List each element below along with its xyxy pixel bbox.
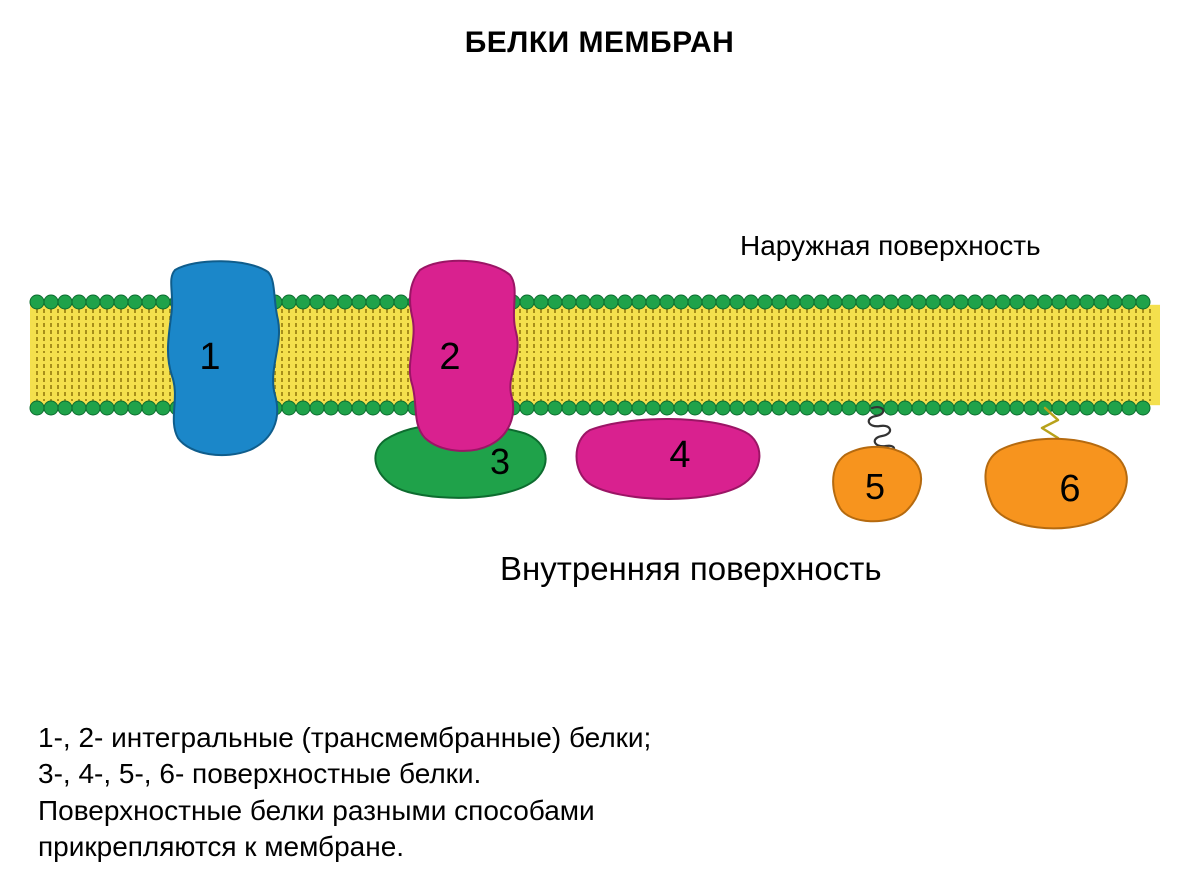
protein-3-number: 3 — [480, 441, 520, 483]
protein-2-number: 2 — [430, 336, 470, 379]
legend-line-2: 3-, 4-, 5-, 6- поверхностные белки. — [38, 756, 651, 792]
legend-line-4: прикрепляются к мембране. — [38, 829, 651, 865]
legend-block: 1-, 2- интегральные (трансмембранные) бе… — [38, 720, 651, 866]
protein-1-number: 1 — [190, 336, 230, 379]
protein-4-number: 4 — [660, 434, 700, 477]
diagram-canvas: БЕЛКИ МЕМБРАН Наружная поверхность Внутр… — [0, 0, 1199, 896]
legend-line-1: 1-, 2- интегральные (трансмембранные) бе… — [38, 720, 651, 756]
protein-5-number: 5 — [855, 466, 895, 508]
protein-6-number: 6 — [1050, 468, 1090, 511]
legend-line-3: Поверхностные белки разными способами — [38, 793, 651, 829]
